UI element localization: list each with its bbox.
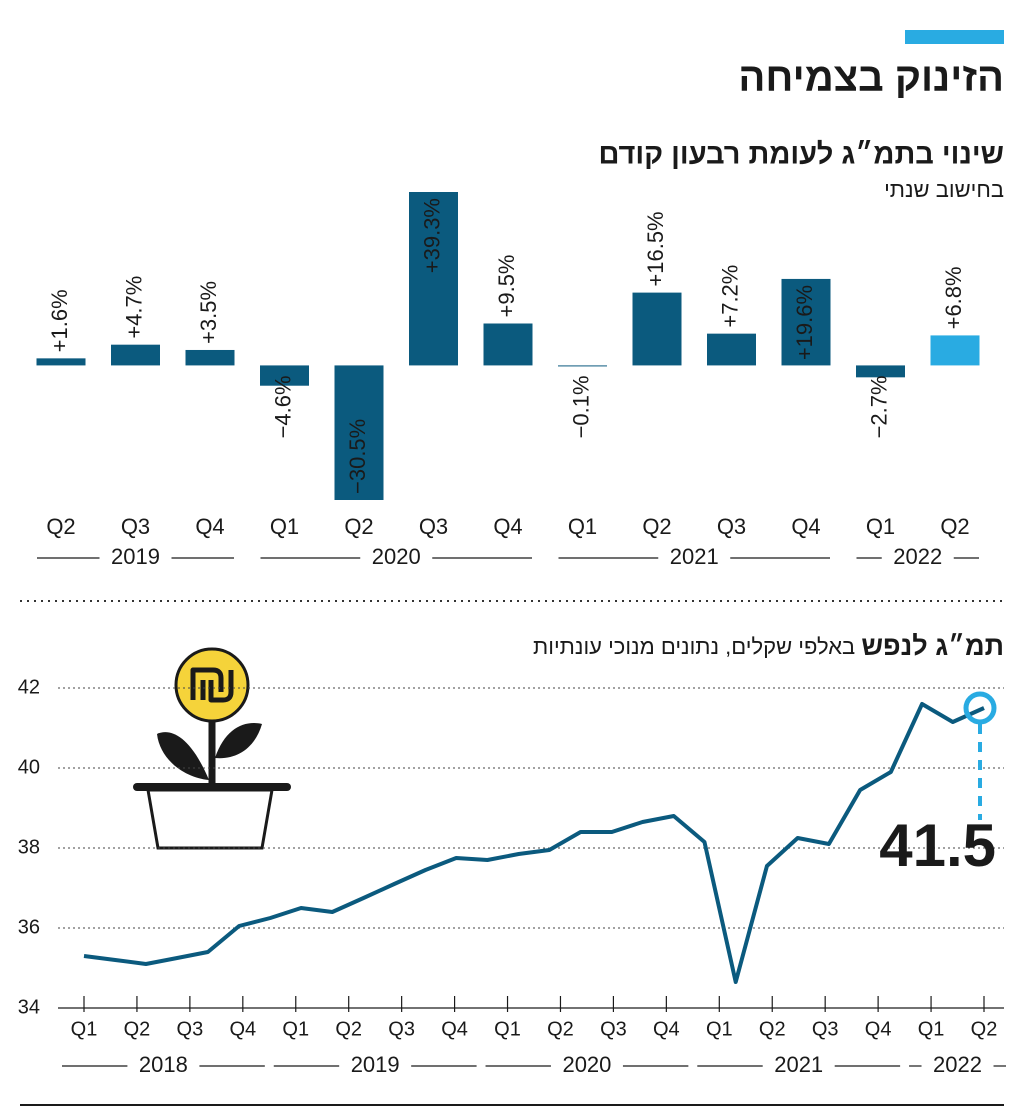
year-label: 2020: [562, 1052, 611, 1077]
x-tick-label: Q3: [388, 1018, 415, 1040]
value-label: +19.6%: [792, 285, 817, 360]
y-tick-label: 38: [18, 836, 40, 858]
value-label: +9.5%: [494, 254, 519, 317]
x-tick-label: Q1: [282, 1018, 309, 1040]
y-tick-label: 42: [18, 676, 40, 698]
x-tick-label: Q2: [344, 514, 373, 539]
bar: [260, 365, 309, 386]
bar: [334, 365, 384, 500]
x-tick-label: Q2: [335, 1018, 362, 1040]
x-tick-label: Q4: [229, 1018, 256, 1040]
x-tick-label: Q4: [865, 1018, 892, 1040]
page-title: הזינוק בצמיחה: [738, 56, 1004, 100]
x-tick-label: Q4: [653, 1018, 680, 1040]
x-tick-label: Q2: [759, 1018, 786, 1040]
bar: [856, 365, 905, 378]
year-label: 2019: [111, 544, 160, 569]
value-label: −2.7%: [866, 375, 891, 438]
value-label: −0.1%: [568, 375, 593, 438]
value-label: +7.2%: [717, 265, 742, 328]
value-label: +3.5%: [196, 281, 221, 344]
value-label: +16.5%: [643, 211, 668, 286]
year-label: 2020: [372, 544, 421, 569]
x-tick-label: Q1: [918, 1018, 945, 1040]
x-tick-label: Q1: [494, 1018, 521, 1040]
y-tick-label: 36: [18, 916, 40, 938]
x-tick-label: Q3: [812, 1018, 839, 1040]
x-tick-label: Q1: [71, 1018, 98, 1040]
bar: [930, 335, 980, 366]
x-tick-label: Q1: [706, 1018, 733, 1040]
x-tick-label: Q4: [791, 514, 820, 539]
x-tick-label: Q1: [866, 514, 895, 539]
value-label: −30.5%: [345, 419, 370, 494]
bar: [36, 358, 86, 366]
bar-chart-subtitle: בחישוב שנתי: [884, 177, 1004, 202]
bar: [558, 365, 607, 367]
x-tick-label: Q3: [600, 1018, 627, 1040]
year-label: 2022: [933, 1052, 982, 1077]
line: [83, 702, 985, 984]
y-tick-label: 40: [18, 756, 40, 778]
year-label: 2021: [670, 544, 719, 569]
year-label: 2018: [139, 1052, 188, 1077]
y-tick-label: 34: [18, 996, 40, 1018]
x-tick-label: Q2: [971, 1018, 998, 1040]
year-label: 2019: [351, 1052, 400, 1077]
x-tick-label: Q2: [642, 514, 671, 539]
last-point: [963, 691, 997, 725]
value-label: −4.6%: [270, 375, 295, 438]
year-label: 2022: [893, 544, 942, 569]
x-tick-label: Q2: [547, 1018, 574, 1040]
value-label: +6.8%: [941, 266, 966, 329]
x-tick-label: Q1: [270, 514, 299, 539]
x-tick-label: Q1: [568, 514, 597, 539]
plant-icon: [133, 647, 291, 850]
bar: [409, 192, 458, 366]
accent-bar: [905, 30, 1004, 44]
line-chart-heading: תמ״ג לנפש באלפי שקלים, נתונים מנוכי עונת…: [533, 631, 1004, 661]
bar: [781, 278, 831, 366]
x-tick-label: Q2: [124, 1018, 151, 1040]
value-label: +1.6%: [47, 289, 72, 352]
x-tick-label: Q4: [195, 514, 224, 539]
x-tick-label: Q3: [717, 514, 746, 539]
bar: [111, 344, 160, 366]
x-tick-label: Q4: [493, 514, 522, 539]
x-tick-label: Q3: [177, 1018, 204, 1040]
year-label: 2021: [774, 1052, 823, 1077]
bar: [632, 292, 682, 366]
value-label: +39.3%: [419, 198, 444, 273]
x-tick-label: Q2: [940, 514, 969, 539]
line-chart-subtitle: באלפי שקלים, נתונים מנוכי עונתיות: [533, 634, 855, 659]
bar-chart-title: שינוי בתמ״ג לעומת רבעון קודם: [599, 139, 1004, 171]
x-tick-label: Q4: [441, 1018, 468, 1040]
annotation: 41.5: [879, 812, 996, 879]
bar: [483, 323, 533, 366]
bar: [185, 349, 235, 366]
x-tick-label: Q3: [419, 514, 448, 539]
value-label: +4.7%: [121, 276, 146, 339]
x-tick-label: Q2: [46, 514, 75, 539]
bar: [707, 333, 756, 366]
x-tick-label: Q3: [121, 514, 150, 539]
line-chart-title: תמ״ג לנפש: [861, 631, 1004, 661]
